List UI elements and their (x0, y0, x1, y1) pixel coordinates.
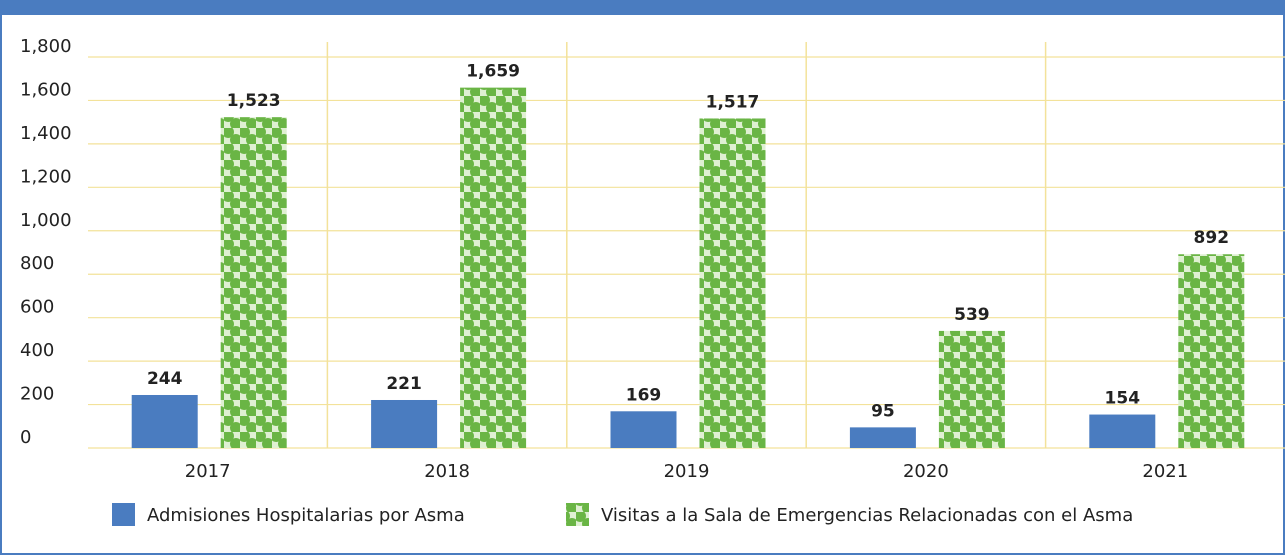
top-band (0, 0, 1285, 14)
x-tick-label: 2017 (185, 461, 231, 482)
data-label: 154 (1105, 389, 1141, 409)
y-tick-label: 1,600 (20, 79, 72, 100)
legend-label: Visitas a la Sala de Emergencias Relacio… (601, 505, 1133, 526)
bar (849, 427, 916, 448)
y-tick-label: 1,200 (20, 166, 72, 187)
bar (610, 411, 677, 448)
bar (131, 394, 198, 448)
y-tick-label: 1,800 (20, 36, 72, 57)
y-tick-label: 200 (20, 384, 54, 405)
y-tick-label: 1,400 (20, 123, 72, 144)
x-tick-label: 2020 (903, 461, 949, 482)
y-tick-label: 0 (20, 427, 31, 448)
frame (0, 13, 1285, 555)
bar (938, 330, 1005, 448)
bar (1178, 254, 1245, 448)
y-tick-label: 400 (20, 340, 54, 361)
legend-swatch (566, 503, 589, 526)
legend-swatch (112, 503, 135, 526)
data-label: 95 (871, 401, 895, 421)
x-tick-label: 2018 (424, 461, 470, 482)
bar (1089, 414, 1156, 448)
data-label: 892 (1194, 228, 1230, 248)
data-label: 169 (626, 385, 662, 405)
y-tick-label: 1,000 (20, 210, 72, 231)
y-tick-label: 600 (20, 297, 54, 318)
bar (371, 399, 438, 448)
bar (699, 118, 766, 449)
legend-label: Admisiones Hospitalarias por Asma (147, 505, 465, 526)
data-label: 539 (954, 305, 990, 325)
y-tick-label: 800 (20, 253, 54, 274)
bar (220, 117, 287, 448)
data-label: 221 (386, 374, 422, 394)
data-label: 1,659 (466, 62, 520, 82)
x-tick-label: 2019 (664, 461, 710, 482)
bar (460, 87, 527, 449)
data-label: 1,517 (706, 92, 760, 112)
data-label: 1,523 (227, 91, 281, 111)
x-tick-label: 2021 (1142, 461, 1188, 482)
data-label: 244 (147, 369, 183, 389)
